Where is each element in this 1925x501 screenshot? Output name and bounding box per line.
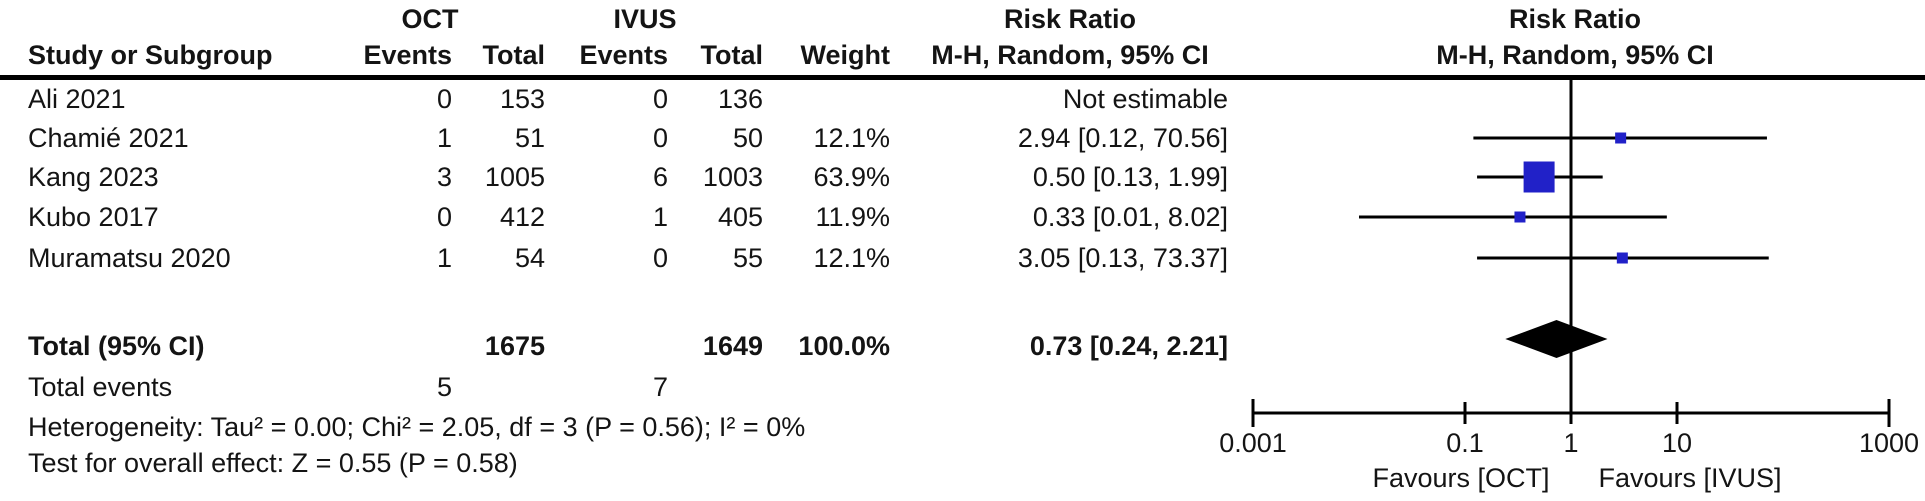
x-axis-tick bbox=[1887, 399, 1891, 427]
oct-total-value: 51 bbox=[514, 123, 545, 153]
total-events-ivus: 7 bbox=[652, 372, 668, 402]
ivus-events-value: 6 bbox=[652, 162, 668, 192]
study-name: Chamié 2021 bbox=[28, 123, 189, 153]
heterogeneity-stats: Heterogeneity: Tau² = 0.00; Chi² = 2.05,… bbox=[28, 412, 806, 442]
ivus-total-value: 136 bbox=[717, 84, 763, 114]
x-axis-tick-label: 0.001 bbox=[1219, 428, 1287, 458]
total-row-label: Total (95% CI) bbox=[28, 331, 205, 361]
study-name: Kang 2023 bbox=[28, 162, 159, 192]
oct-events-value: 1 bbox=[436, 123, 452, 153]
study-col-header: Study or Subgroup bbox=[28, 40, 273, 70]
oct-total-col-header: Total bbox=[482, 40, 546, 70]
oct-total-value: 153 bbox=[499, 84, 545, 114]
risk-ratio-text: 0.50 [0.13, 1.99] bbox=[1032, 162, 1228, 192]
x-axis-tick bbox=[1569, 402, 1573, 424]
weight-value: 11.9% bbox=[815, 202, 890, 232]
study-name: Kubo 2017 bbox=[28, 202, 159, 232]
group-header-ivus: IVUS bbox=[613, 4, 677, 34]
risk-ratio-text: 2.94 [0.12, 70.56] bbox=[1017, 123, 1228, 153]
effect-square bbox=[1514, 211, 1526, 223]
x-axis-tick bbox=[1463, 402, 1467, 424]
weight-value: 12.1% bbox=[813, 243, 890, 273]
ivus-events-value: 1 bbox=[652, 202, 668, 232]
ivus-total-value: 1003 bbox=[702, 162, 763, 192]
effect-square bbox=[1615, 132, 1627, 144]
ivus-total-value: 50 bbox=[732, 123, 763, 153]
no-effect-line bbox=[1569, 80, 1573, 413]
header-divider bbox=[0, 75, 1925, 80]
effect-square bbox=[1523, 161, 1555, 193]
weight-value: 12.1% bbox=[813, 123, 890, 153]
ivus-total-col-header: Total bbox=[700, 40, 764, 70]
oct-events-value: 0 bbox=[436, 84, 452, 114]
ivus-events-value: 0 bbox=[652, 84, 668, 114]
study-name: Ali 2021 bbox=[28, 84, 126, 114]
risk-ratio-text: Not estimable bbox=[1062, 84, 1228, 114]
pooled-diamond bbox=[1505, 320, 1608, 358]
x-axis-tick-label: 10 bbox=[1662, 428, 1692, 458]
risk-ratio-text: 3.05 [0.13, 73.37] bbox=[1017, 243, 1228, 273]
oct-events-value: 0 bbox=[436, 202, 452, 232]
effect-square bbox=[1616, 252, 1628, 264]
oct-events-col-header: Events bbox=[363, 40, 452, 70]
total-ci-text: 0.73 [0.24, 2.21] bbox=[1029, 331, 1228, 361]
ivus-events-value: 0 bbox=[652, 123, 668, 153]
method-col-header-left: M-H, Random, 95% CI bbox=[931, 40, 1209, 70]
oct-total-value: 54 bbox=[514, 243, 545, 273]
group-header-oct: OCT bbox=[401, 4, 459, 34]
x-axis-tick bbox=[1251, 399, 1255, 427]
weight-value: 63.9% bbox=[813, 162, 890, 192]
weight-col-header: Weight bbox=[800, 40, 891, 70]
x-axis-tick-label: 0.1 bbox=[1446, 428, 1484, 458]
risk-ratio-header-left: Risk Ratio bbox=[1003, 4, 1137, 34]
method-col-header-right: M-H, Random, 95% CI bbox=[1436, 40, 1714, 70]
favours-right-label: Favours [IVUS] bbox=[1598, 463, 1781, 493]
ivus-events-value: 0 bbox=[652, 243, 668, 273]
ci-line bbox=[1359, 215, 1667, 219]
total-ivus-n: 1649 bbox=[702, 331, 763, 361]
oct-events-value: 3 bbox=[436, 162, 452, 192]
oct-total-value: 1005 bbox=[484, 162, 545, 192]
x-axis-tick-label: 1000 bbox=[1859, 428, 1919, 458]
overall-effect-test: Test for overall effect: Z = 0.55 (P = 0… bbox=[28, 448, 518, 478]
favours-left-label: Favours [OCT] bbox=[1372, 463, 1549, 493]
study-name: Muramatsu 2020 bbox=[28, 243, 231, 273]
total-events-oct: 5 bbox=[436, 372, 452, 402]
total-events-label: Total events bbox=[28, 372, 173, 402]
x-axis-tick bbox=[1675, 402, 1679, 424]
risk-ratio-text: 0.33 [0.01, 8.02] bbox=[1032, 202, 1228, 232]
ivus-total-value: 55 bbox=[732, 243, 763, 273]
ivus-total-value: 405 bbox=[717, 202, 763, 232]
total-weight: 100.0% bbox=[798, 331, 890, 361]
total-oct-n: 1675 bbox=[484, 331, 545, 361]
ivus-events-col-header: Events bbox=[579, 40, 668, 70]
x-axis-tick-label: 1 bbox=[1563, 428, 1578, 458]
oct-events-value: 1 bbox=[436, 243, 452, 273]
risk-ratio-header-right: Risk Ratio bbox=[1508, 4, 1642, 34]
oct-total-value: 412 bbox=[499, 202, 545, 232]
